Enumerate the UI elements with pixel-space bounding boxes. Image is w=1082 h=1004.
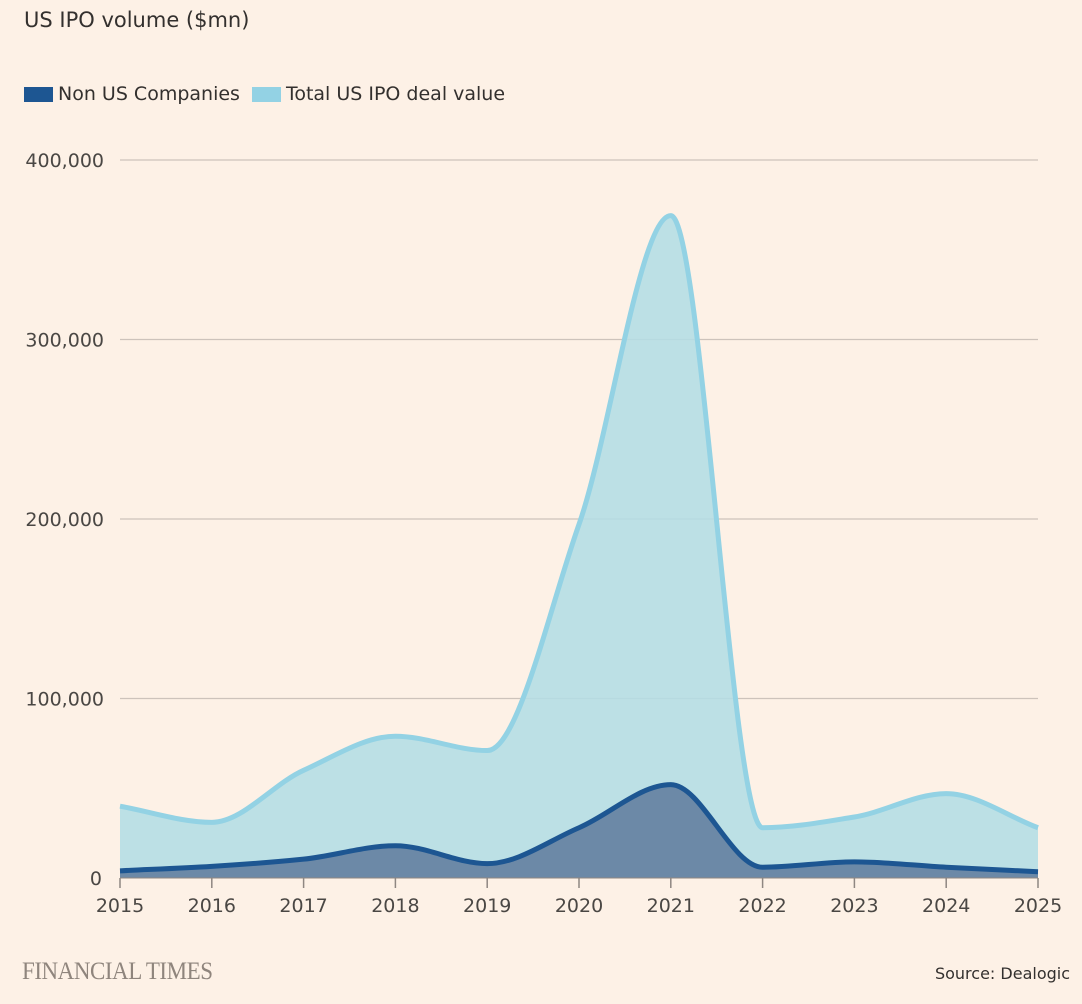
source-note: Source: Dealogic: [934, 964, 1070, 983]
line-non-us: [119, 782, 1039, 875]
x-tick-label: 2022: [738, 895, 786, 917]
area-non-us: [120, 784, 1038, 878]
x-tick-label: 2025: [1014, 895, 1062, 917]
legend-item-total: Total US IPO deal value: [251, 83, 506, 105]
x-tick-label: 2020: [555, 895, 603, 917]
y-tick-label: 400,000: [25, 150, 104, 172]
legend-label-total: Total US IPO deal value: [285, 83, 506, 105]
y-tick-label: 0: [90, 868, 102, 890]
area-total: [120, 215, 1038, 878]
x-tick-label: 2024: [922, 895, 970, 917]
y-tick-label: 200,000: [25, 509, 104, 531]
y-axis-labels: 0 100,000 200,000 300,000 400,000: [25, 150, 104, 890]
x-tick-label: 2021: [647, 895, 695, 917]
line-total: [119, 213, 1039, 831]
x-tick-label: 2018: [371, 895, 419, 917]
x-tick-label: 2015: [96, 895, 144, 917]
x-tick-label: 2023: [830, 895, 878, 917]
x-tick-label: 2017: [279, 895, 327, 917]
x-tick-label: 2019: [463, 895, 511, 917]
y-tick-label: 100,000: [25, 689, 104, 711]
legend-swatch-non-us: [24, 86, 53, 102]
x-axis: 2015 2016 2017 2018 2019 2020 2021 2022 2023 2024…: [96, 877, 1062, 917]
legend-label-non-us: Non US Companies: [58, 83, 240, 105]
series-areas: [119, 213, 1039, 878]
ft-logo: FINANCIAL TIMES: [22, 958, 213, 985]
legend: Non US Companies Total US IPO deal value: [24, 83, 517, 105]
x-tick-label: 2016: [188, 895, 236, 917]
y-tick-label: 300,000: [25, 330, 104, 352]
legend-swatch-total: [251, 86, 281, 102]
chart-title: US IPO volume ($mn): [24, 8, 250, 32]
legend-item-non-us: Non US Companies: [24, 83, 240, 105]
